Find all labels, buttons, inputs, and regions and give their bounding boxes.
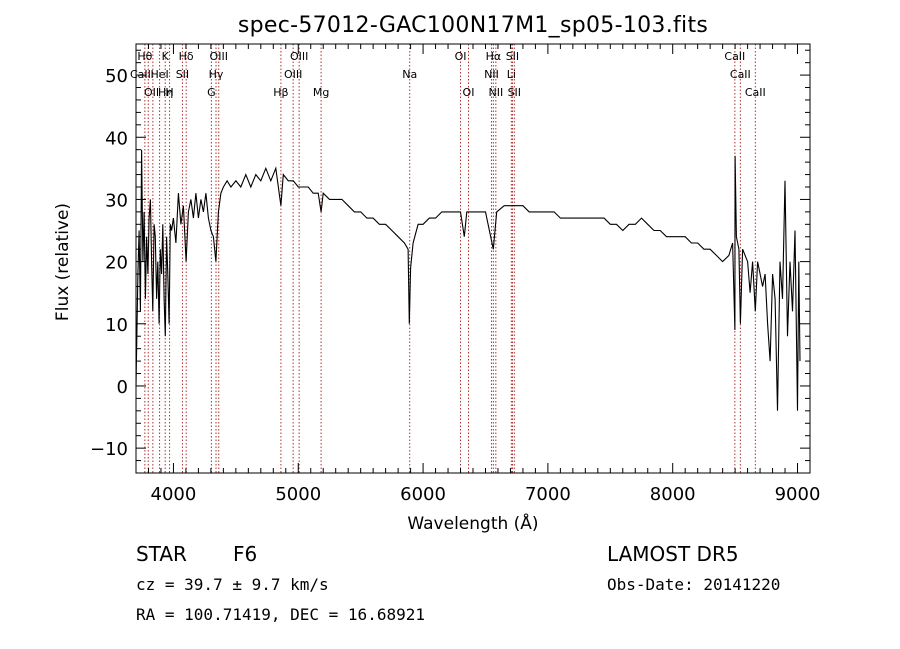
y-tick-label-40: 40: [105, 128, 128, 149]
line-marker-label-19: Hα: [486, 50, 502, 63]
y-tick-label-0: 0: [117, 377, 128, 398]
line-marker-label-6: Hδ: [179, 50, 194, 63]
plot-frame: [135, 43, 811, 474]
left-line-label-2: Hη: [158, 86, 173, 99]
line-marker-label-24: CaII: [724, 50, 745, 63]
line-marker-label-23: SII: [508, 86, 521, 99]
line-marker-label-15: Na: [402, 68, 417, 81]
line-markers: [144, 44, 756, 473]
survey-name: LAMOST DR5: [607, 542, 739, 566]
line-marker-label-26: CaII: [745, 86, 766, 99]
line-marker-label-7: SII: [176, 68, 189, 81]
line-marker-label-21: Li: [507, 68, 516, 81]
spectrum-line: [135, 149, 801, 411]
y-tick-label-50: 50: [105, 66, 128, 87]
line-marker-label-17: OI: [463, 86, 475, 99]
line-marker-label-3: HeI: [150, 68, 168, 81]
coordinates: RA = 100.71419, DEC = 16.68921: [136, 605, 425, 624]
left-line-label-1: OII: [144, 86, 159, 99]
line-marker-label-18: NII: [484, 68, 499, 81]
line-marker-label-11: Hβ: [273, 86, 288, 99]
line-marker-label-13: OIII: [290, 50, 308, 63]
x-tick-label-6000: 6000: [400, 484, 446, 505]
line-marker-label-12: OIII: [284, 68, 302, 81]
line-marker-labels: Hθ HeI K H Hδ SII G Hγ OIII Hβ OIII OIII Mg Na OI OI NII…: [130, 50, 766, 99]
line-marker-label-8: G: [207, 86, 216, 99]
line-marker-label-9: Hγ: [209, 68, 224, 81]
left-line-label-0: CaII: [130, 68, 151, 81]
line-marker-label-10: OIII: [210, 50, 228, 63]
y-axis-label: Flux (relative): [53, 203, 73, 321]
line-marker-label-4: K: [162, 50, 170, 63]
object-class: STAR: [136, 542, 187, 566]
obs-date: Obs-Date: 20141220: [607, 575, 780, 594]
redshift-info: cz = 39.7 ± 9.7 km/s: [136, 575, 329, 594]
y-tick-label-20: 20: [105, 253, 128, 274]
line-marker-label-20: NII: [488, 86, 503, 99]
y-tick-label--10: −10: [90, 439, 128, 460]
line-marker-label-14: Mg: [313, 86, 329, 99]
object-subclass: F6: [233, 542, 257, 566]
line-marker-label-16: OI: [455, 50, 467, 63]
line-marker-label-22: SII: [506, 50, 519, 63]
line-marker-label-25: CaII: [730, 68, 751, 81]
line-marker-label-0: Hθ: [137, 50, 152, 63]
x-axis: 4000 5000 6000 7000 8000 9000: [147, 44, 821, 505]
y-axis: −10 0 10 20 30 40 50: [90, 49, 810, 462]
line-marker-label-5: H: [165, 86, 173, 99]
x-axis-label: Wavelength (Å): [407, 512, 538, 534]
y-tick-label-10: 10: [105, 315, 128, 336]
x-tick-label-8000: 8000: [650, 484, 696, 505]
y-tick-label-30: 30: [105, 190, 128, 211]
x-tick-label-9000: 9000: [775, 484, 821, 505]
x-tick-label-5000: 5000: [275, 484, 321, 505]
x-tick-label-7000: 7000: [525, 484, 571, 505]
x-tick-label-4000: 4000: [151, 484, 197, 505]
chart-title: spec-57012-GAC100N17M1_sp05-103.fits: [238, 13, 708, 38]
